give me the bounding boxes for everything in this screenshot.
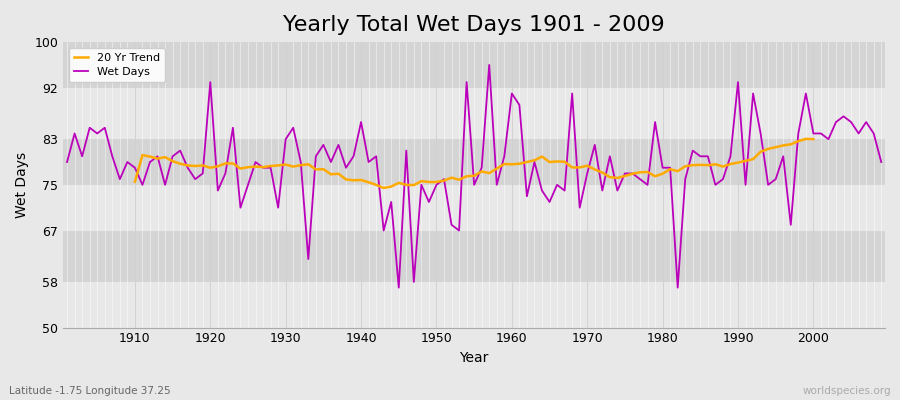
Line: Wet Days: Wet Days <box>68 65 881 288</box>
Wet Days <box>514 102 525 107</box>
20 Yr Trend <box>710 162 721 167</box>
Text: Latitude -1.75 Longitude 37.25: Latitude -1.75 Longitude 37.25 <box>9 386 171 396</box>
Wet Days <box>393 285 404 290</box>
Bar <box>63 230 885 282</box>
Wet Days <box>484 62 495 67</box>
20 Yr Trend <box>212 164 223 169</box>
Bar <box>63 185 885 230</box>
X-axis label: Year: Year <box>460 351 489 365</box>
Bar <box>63 42 885 88</box>
Wet Days <box>62 160 73 164</box>
Legend: 20 Yr Trend, Wet Days: 20 Yr Trend, Wet Days <box>68 48 166 82</box>
20 Yr Trend <box>800 136 811 141</box>
20 Yr Trend <box>793 139 804 144</box>
20 Yr Trend <box>303 162 314 167</box>
Text: worldspecies.org: worldspecies.org <box>803 386 891 396</box>
Bar <box>63 88 885 139</box>
Bar <box>63 139 885 185</box>
20 Yr Trend <box>378 186 389 190</box>
Wet Days <box>876 160 886 164</box>
Bar <box>63 282 885 328</box>
Line: 20 Yr Trend: 20 Yr Trend <box>135 139 814 188</box>
Wet Days <box>288 125 299 130</box>
Y-axis label: Wet Days: Wet Days <box>15 152 29 218</box>
20 Yr Trend <box>808 137 819 142</box>
Wet Days <box>612 188 623 193</box>
Wet Days <box>122 160 133 164</box>
20 Yr Trend <box>529 158 540 163</box>
20 Yr Trend <box>288 164 299 169</box>
Title: Yearly Total Wet Days 1901 - 2009: Yearly Total Wet Days 1901 - 2009 <box>284 15 665 35</box>
Wet Days <box>521 194 532 199</box>
Wet Days <box>333 142 344 147</box>
20 Yr Trend <box>130 179 140 184</box>
